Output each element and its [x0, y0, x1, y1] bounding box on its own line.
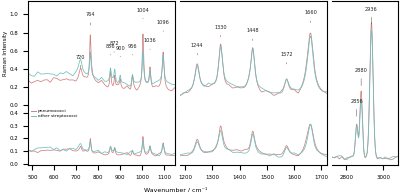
Text: 856: 856: [106, 44, 115, 55]
Text: 1004: 1004: [136, 8, 149, 19]
Text: 1036: 1036: [144, 38, 156, 50]
Text: 764: 764: [86, 12, 95, 25]
Text: Wavenumber / cm⁻¹: Wavenumber / cm⁻¹: [144, 187, 208, 192]
Text: 956: 956: [128, 44, 137, 55]
Text: 1448: 1448: [246, 28, 259, 41]
Text: 1572: 1572: [280, 52, 293, 64]
Text: 1330: 1330: [214, 25, 227, 37]
Text: 2856: 2856: [350, 99, 363, 116]
Text: 872: 872: [109, 41, 119, 52]
Y-axis label: Raman Intensity: Raman Intensity: [3, 31, 8, 76]
Text: 2880: 2880: [355, 68, 368, 86]
Text: 1244: 1244: [191, 43, 204, 55]
Text: 900: 900: [115, 46, 125, 57]
Legend: pneumococci, other streptococci: pneumococci, other streptococci: [30, 109, 78, 119]
Text: 720: 720: [76, 55, 86, 68]
Text: 1660: 1660: [304, 10, 317, 22]
Text: 2936: 2936: [365, 7, 378, 24]
Text: 1096: 1096: [157, 20, 170, 31]
